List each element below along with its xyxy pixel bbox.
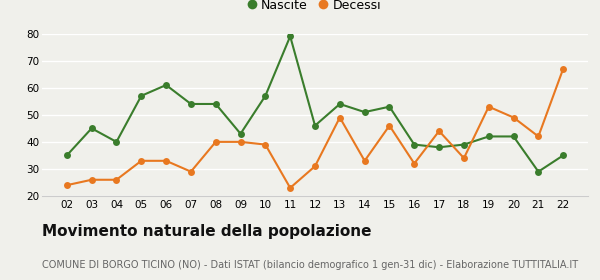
Nascite xyxy=(485,135,493,138)
Decessi xyxy=(113,178,120,181)
Nascite xyxy=(336,102,343,106)
Nascite xyxy=(386,105,393,108)
Nascite xyxy=(237,132,244,136)
Decessi xyxy=(535,135,542,138)
Decessi xyxy=(436,129,443,133)
Decessi xyxy=(560,67,567,71)
Decessi xyxy=(386,124,393,127)
Nascite xyxy=(361,110,368,114)
Nascite xyxy=(311,124,319,127)
Nascite xyxy=(163,83,170,87)
Nascite xyxy=(88,127,95,130)
Decessi xyxy=(510,116,517,119)
Nascite xyxy=(63,154,70,157)
Text: COMUNE DI BORGO TICINO (NO) - Dati ISTAT (bilancio demografico 1 gen-31 dic) - E: COMUNE DI BORGO TICINO (NO) - Dati ISTAT… xyxy=(42,260,578,270)
Decessi xyxy=(63,183,70,187)
Decessi xyxy=(287,186,294,190)
Nascite xyxy=(113,140,120,144)
Decessi xyxy=(212,140,220,144)
Line: Nascite: Nascite xyxy=(64,33,566,175)
Decessi xyxy=(163,159,170,162)
Nascite xyxy=(287,35,294,38)
Nascite xyxy=(212,102,220,106)
Decessi xyxy=(311,165,319,168)
Nascite xyxy=(410,143,418,146)
Nascite xyxy=(137,94,145,97)
Decessi xyxy=(262,143,269,146)
Decessi xyxy=(410,162,418,165)
Nascite xyxy=(535,170,542,173)
Nascite xyxy=(510,135,517,138)
Nascite xyxy=(460,143,467,146)
Nascite xyxy=(187,102,194,106)
Nascite xyxy=(436,146,443,149)
Decessi xyxy=(485,105,493,108)
Nascite xyxy=(560,154,567,157)
Decessi xyxy=(460,157,467,160)
Decessi xyxy=(187,170,194,173)
Decessi xyxy=(361,159,368,162)
Decessi xyxy=(237,140,244,144)
Decessi xyxy=(336,116,343,119)
Line: Decessi: Decessi xyxy=(64,65,566,191)
Text: Movimento naturale della popolazione: Movimento naturale della popolazione xyxy=(42,224,371,239)
Nascite xyxy=(262,94,269,97)
Decessi xyxy=(137,159,145,162)
Legend: Nascite, Decessi: Nascite, Decessi xyxy=(244,0,386,17)
Decessi xyxy=(88,178,95,181)
